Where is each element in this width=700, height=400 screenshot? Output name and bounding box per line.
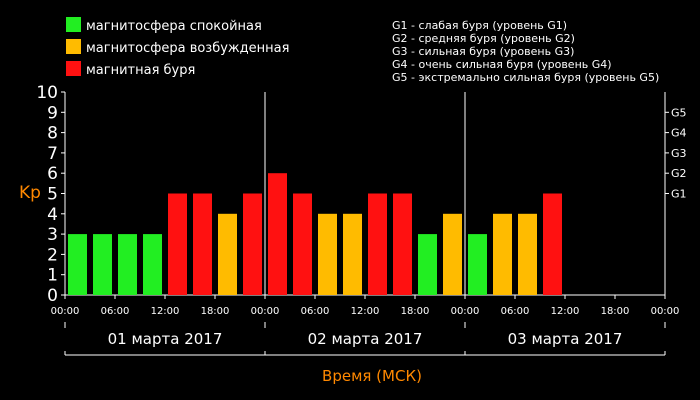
x-tick-label: 06:00 — [501, 306, 530, 317]
g-legend-g4: G4 - очень сильная буря (уровень G4) — [392, 58, 612, 71]
g-level-label: G1 — [671, 188, 687, 201]
y-tick-label: 4 — [47, 205, 58, 225]
g-legend-g5: G5 - экстремально сильная буря (уровень … — [392, 71, 659, 84]
g-level-legend: G1 - слабая буря (уровень G1) G2 - средн… — [392, 19, 659, 84]
x-tick-label: 06:00 — [301, 306, 330, 317]
y-tick-label: 1 — [47, 266, 58, 286]
y-tick-label: 5 — [47, 185, 58, 205]
kp-bar — [118, 234, 137, 295]
x-tick-label: 00:00 — [651, 306, 680, 317]
kp-bar — [243, 193, 262, 295]
y-tick-label: 7 — [47, 144, 58, 164]
legend-label-active: магнитосфера возбужденная — [86, 41, 289, 56]
date-label: 01 марта 2017 — [108, 330, 223, 348]
kp-bar — [493, 213, 512, 295]
x-tick-label: 12:00 — [151, 306, 180, 317]
x-tick-label: 18:00 — [401, 306, 430, 317]
legend-swatch-storm — [66, 61, 81, 76]
y-tick-label: 6 — [47, 164, 58, 184]
y-tick-label: 2 — [47, 245, 58, 265]
x-tick-label: 00:00 — [451, 306, 480, 317]
legend-swatch-quiet — [66, 17, 81, 32]
kp-bar — [418, 234, 437, 295]
y-axis-label: Kp — [19, 183, 41, 203]
x-tick-label: 00:00 — [51, 306, 80, 317]
kp-bar — [468, 234, 487, 295]
x-tick-label: 06:00 — [101, 306, 130, 317]
kp-bar — [518, 213, 537, 295]
y-tick-label: 8 — [47, 124, 58, 144]
legend-label-storm: магнитная буря — [86, 63, 195, 78]
g-legend-g1: G1 - слабая буря (уровень G1) — [392, 19, 567, 32]
kp-bar — [543, 193, 562, 295]
x-tick-label: 12:00 — [351, 306, 380, 317]
x-tick-label: 18:00 — [601, 306, 630, 317]
y-tick-label: 3 — [47, 225, 58, 245]
g-level-label: G4 — [671, 127, 687, 140]
kp-bar — [143, 234, 162, 295]
y-tick-label: 0 — [47, 286, 58, 306]
g-level-label: G2 — [671, 167, 687, 180]
x-tick-label: 12:00 — [551, 306, 580, 317]
x-tick-label: 18:00 — [201, 306, 230, 317]
kp-bar — [343, 213, 362, 295]
kp-bar — [218, 213, 237, 295]
x-tick-label: 00:00 — [251, 306, 280, 317]
legend-label-quiet: магнитосфера спокойная — [86, 19, 262, 34]
kp-bar — [293, 193, 312, 295]
kp-bar — [68, 234, 87, 295]
kp-bar — [318, 213, 337, 295]
kp-bar — [393, 193, 412, 295]
y-tick-label: 9 — [47, 103, 58, 123]
y-tick-label: 10 — [36, 83, 58, 103]
g-legend-g3: G3 - сильная буря (уровень G3) — [392, 45, 574, 58]
kp-bar — [368, 193, 387, 295]
g-level-label: G5 — [671, 106, 687, 119]
g-level-label: G3 — [671, 147, 687, 160]
date-label: 03 марта 2017 — [508, 330, 623, 348]
g-legend-g2: G2 - средняя буря (уровень G2) — [392, 32, 575, 45]
kp-bar — [193, 193, 212, 295]
x-axis-label: Время (МСК) — [322, 367, 422, 385]
kp-bar — [93, 234, 112, 295]
date-label: 02 марта 2017 — [308, 330, 423, 348]
legend: магнитосфера спокойная магнитосфера возб… — [66, 17, 289, 78]
kp-bar — [268, 173, 287, 295]
kp-bar — [168, 193, 187, 295]
legend-swatch-active — [66, 39, 81, 54]
kp-bar — [443, 213, 462, 295]
